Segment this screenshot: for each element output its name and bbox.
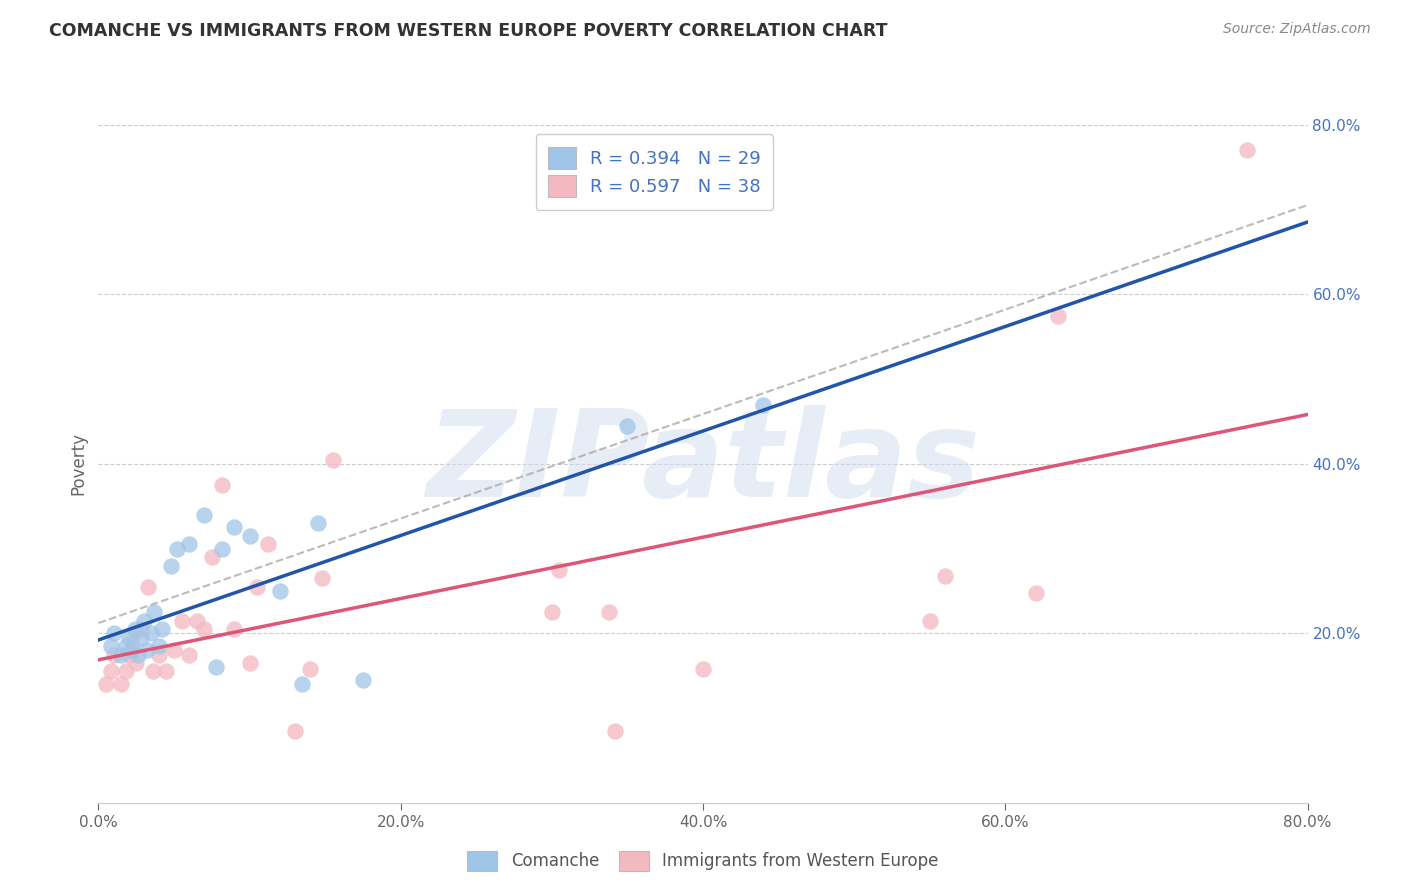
- Point: [129, 631, 152, 645]
- Point: [211, 478, 233, 492]
- Point: [246, 580, 269, 594]
- Text: COMANCHE VS IMMIGRANTS FROM WESTERN EUROPE POVERTY CORRELATION CHART: COMANCHE VS IMMIGRANTS FROM WESTERN EURO…: [49, 22, 887, 40]
- Point: [100, 665, 122, 679]
- Point: [224, 520, 246, 534]
- Point: [186, 614, 208, 628]
- Point: [211, 541, 233, 556]
- Point: [598, 605, 620, 619]
- Point: [150, 622, 173, 636]
- Point: [132, 614, 155, 628]
- Point: [616, 418, 638, 433]
- Point: [256, 537, 278, 551]
- Point: [129, 622, 152, 636]
- Point: [224, 622, 246, 636]
- Point: [160, 558, 183, 573]
- Point: [94, 677, 117, 691]
- Point: [110, 648, 132, 662]
- Legend: Comanche, Immigrants from Western Europe: Comanche, Immigrants from Western Europe: [458, 842, 948, 880]
- Point: [352, 673, 374, 687]
- Point: [148, 648, 170, 662]
- Point: [103, 626, 125, 640]
- Point: [163, 643, 186, 657]
- Point: [155, 665, 177, 679]
- Point: [1024, 585, 1046, 599]
- Point: [239, 529, 262, 543]
- Point: [284, 723, 307, 738]
- Point: [307, 516, 329, 530]
- Point: [918, 614, 941, 628]
- Point: [143, 605, 166, 619]
- Point: [124, 622, 146, 636]
- Text: Source: ZipAtlas.com: Source: ZipAtlas.com: [1223, 22, 1371, 37]
- Point: [311, 571, 333, 585]
- Point: [166, 541, 188, 556]
- Point: [114, 665, 136, 679]
- Point: [127, 648, 149, 662]
- Point: [114, 639, 136, 653]
- Point: [299, 662, 322, 676]
- Point: [121, 635, 143, 649]
- Point: [205, 660, 228, 674]
- Point: [322, 452, 344, 467]
- Point: [136, 580, 159, 594]
- Point: [141, 626, 163, 640]
- Point: [934, 568, 956, 582]
- Point: [752, 398, 775, 412]
- Point: [269, 584, 291, 599]
- Point: [135, 643, 157, 657]
- Point: [291, 677, 314, 691]
- Point: [692, 662, 714, 676]
- Point: [201, 549, 224, 565]
- Point: [103, 648, 125, 662]
- Point: [179, 537, 201, 551]
- Point: [605, 723, 627, 738]
- Point: [239, 656, 262, 670]
- Point: [118, 631, 141, 645]
- Point: [125, 656, 148, 670]
- Y-axis label: Poverty: Poverty: [69, 433, 87, 495]
- Point: [193, 508, 215, 522]
- Point: [110, 677, 132, 691]
- Point: [142, 665, 165, 679]
- Point: [148, 639, 170, 653]
- Point: [1047, 309, 1070, 323]
- Point: [170, 614, 193, 628]
- Point: [193, 622, 215, 636]
- Point: [548, 563, 571, 577]
- Point: [540, 605, 562, 619]
- Point: [118, 648, 141, 662]
- Text: ZIPatlas: ZIPatlas: [426, 405, 980, 523]
- Point: [100, 639, 122, 653]
- Point: [179, 648, 201, 662]
- Point: [1236, 143, 1258, 157]
- Point: [121, 643, 143, 657]
